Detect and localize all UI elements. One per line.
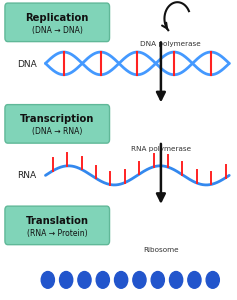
- Circle shape: [96, 272, 109, 288]
- Text: Ribosome: Ribosome: [143, 247, 179, 253]
- Text: Replication: Replication: [26, 13, 89, 22]
- Circle shape: [206, 272, 219, 288]
- Circle shape: [188, 272, 201, 288]
- Circle shape: [114, 272, 128, 288]
- Circle shape: [78, 272, 91, 288]
- Text: Transcription: Transcription: [20, 114, 94, 124]
- Circle shape: [169, 272, 183, 288]
- Circle shape: [41, 272, 55, 288]
- Text: Translation: Translation: [26, 216, 89, 226]
- Text: RNA: RNA: [17, 171, 36, 180]
- FancyBboxPatch shape: [5, 105, 109, 143]
- Circle shape: [133, 272, 146, 288]
- FancyBboxPatch shape: [5, 206, 109, 245]
- Text: DNA polymerase: DNA polymerase: [140, 41, 201, 47]
- Circle shape: [59, 272, 73, 288]
- Text: (DNA → DNA): (DNA → DNA): [32, 26, 83, 35]
- FancyBboxPatch shape: [5, 3, 109, 42]
- Text: RNA polymerase: RNA polymerase: [131, 146, 191, 152]
- Text: (RNA → Protein): (RNA → Protein): [27, 229, 87, 238]
- Text: (DNA → RNA): (DNA → RNA): [32, 127, 82, 136]
- Text: DNA: DNA: [17, 60, 37, 69]
- Circle shape: [151, 272, 164, 288]
